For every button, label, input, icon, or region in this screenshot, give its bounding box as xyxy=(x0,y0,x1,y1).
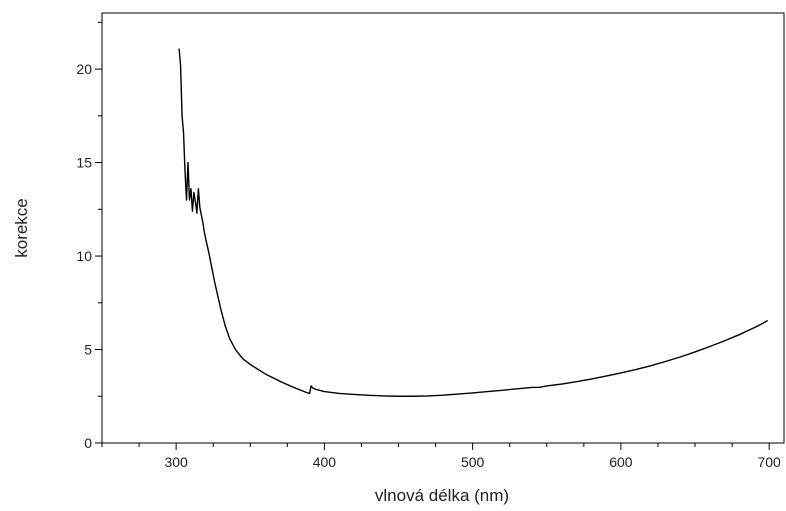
x-tick-label: 600 xyxy=(609,454,633,470)
x-tick-label: 400 xyxy=(313,454,337,470)
y-tick-label: 0 xyxy=(84,435,92,451)
x-axis: 300 400 500 600 700 xyxy=(101,443,781,470)
series-line xyxy=(178,48,769,397)
x-tick-label: 700 xyxy=(757,454,781,470)
y-tick-label: 10 xyxy=(76,248,92,264)
plot-area xyxy=(178,48,769,397)
x-tick-label: 500 xyxy=(461,454,485,470)
y-tick-label: 5 xyxy=(84,342,92,358)
x-axis-title: vlnová délka (nm) xyxy=(375,486,509,505)
y-axis-title: korekce xyxy=(12,198,31,258)
y-axis: 0 5 10 15 20 xyxy=(76,21,102,451)
plot-border xyxy=(101,12,785,444)
x-tick-label: 300 xyxy=(164,454,188,470)
plot-frame xyxy=(101,12,785,444)
y-tick-label: 15 xyxy=(76,155,92,171)
y-tick-label: 20 xyxy=(76,61,92,77)
